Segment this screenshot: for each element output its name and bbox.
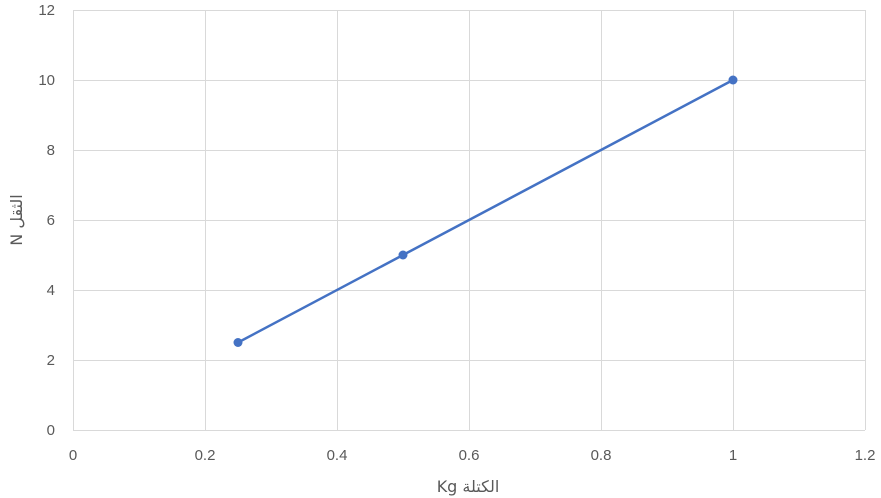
x-tick-label: 1.2: [855, 447, 876, 464]
x-tick-label: 0: [69, 447, 77, 464]
y-axis-tick-labels: 0 2 4 6 8 10 12: [38, 2, 55, 439]
data-point: [728, 75, 738, 85]
y-tick-label: 6: [47, 212, 55, 229]
x-tick-label: 0.4: [327, 447, 348, 464]
data-point: [233, 338, 243, 347]
x-tick-label: 1: [729, 447, 737, 464]
y-tick-label: 8: [47, 142, 55, 159]
y-axis-title: الثقل N: [7, 194, 26, 245]
y-tick-label: 4: [47, 282, 55, 299]
y-tick-label: 0: [47, 422, 55, 439]
data-series: [233, 75, 738, 347]
series-line: [236, 78, 735, 344]
data-point: [398, 250, 408, 260]
x-tick-label: 0.2: [195, 447, 216, 464]
y-tick-label: 10: [38, 72, 55, 89]
y-tick-label: 2: [47, 352, 55, 369]
x-axis-tick-labels: 0 0.2 0.4 0.6 0.8 1 1.2: [69, 447, 876, 464]
x-axis-title: الكتلة Kg: [437, 477, 500, 496]
x-tick-label: 0.6: [459, 447, 480, 464]
x-tick-label: 0.8: [591, 447, 612, 464]
y-tick-label: 12: [38, 2, 55, 19]
